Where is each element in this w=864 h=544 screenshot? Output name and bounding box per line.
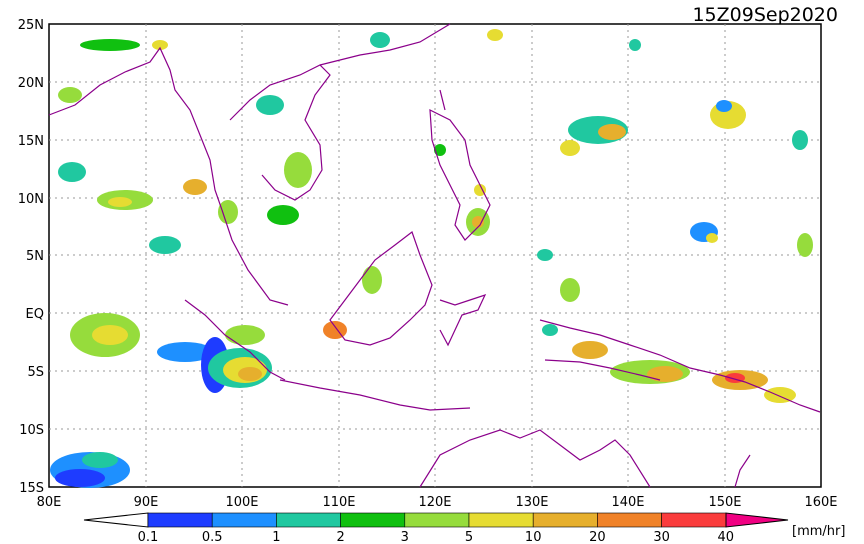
colorbar-tick-label: 0.1: [138, 530, 159, 544]
colorbar-cell-2: [276, 512, 341, 528]
map-title: 15Z09Sep2020: [692, 4, 838, 26]
y-label-5S: 5S: [27, 365, 44, 380]
y-label-20N: 20N: [18, 76, 44, 91]
y-label-25N: 25N: [18, 18, 44, 33]
colorbar-cell-3: [340, 512, 406, 528]
colorbar-cell-5: [468, 512, 534, 528]
coastlines: [48, 23, 821, 488]
colorbar-tick-label: 0.5: [202, 530, 223, 544]
y-axis-labels: 25N 20N 15N 10N 5N EQ 5S 10S 15S: [18, 18, 44, 496]
y-label-15S: 15S: [19, 481, 44, 496]
x-label-80E: 80E: [37, 495, 62, 510]
colorbar-cell-0: [147, 512, 213, 528]
y-label-EQ: EQ: [26, 307, 44, 322]
y-label-15N: 15N: [18, 134, 44, 149]
colorbar-cell-8: [661, 512, 727, 528]
colorbar-right-arrow: [725, 512, 789, 528]
colorbar-tick-label: 2: [336, 530, 344, 544]
precipitation-field: [50, 29, 813, 488]
y-label-5N: 5N: [26, 249, 44, 264]
colorbar-tick-label: 1: [272, 530, 280, 544]
colorbar-tick-label: 3: [401, 530, 409, 544]
colorbar-tick-label: 10: [525, 530, 542, 544]
x-label-140E: 140E: [611, 495, 644, 510]
x-axis-labels: 80E 90E 100E 110E 120E 130E 140E 150E 16…: [37, 495, 838, 510]
colorbar-tick-label: 40: [718, 530, 735, 544]
x-label-150E: 150E: [708, 495, 741, 510]
colorbar-unit: [mm/hr]: [792, 524, 845, 539]
x-label-100E: 100E: [225, 495, 258, 510]
y-label-10N: 10N: [18, 192, 44, 207]
colorbar: 0.1 0.5 1 2 3 5 10 20 30 40 [mm/hr]: [83, 512, 845, 544]
colorbar-tick-label: 5: [465, 530, 473, 544]
x-label-90E: 90E: [134, 495, 159, 510]
x-label-160E: 160E: [804, 495, 837, 510]
y-label-10S: 10S: [19, 423, 44, 438]
colorbar-left-arrow: [83, 512, 149, 528]
colorbar-tick-label: 30: [653, 530, 670, 544]
colorbar-cell-4: [404, 512, 470, 528]
x-label-110E: 110E: [322, 495, 355, 510]
colorbar-cell-1: [211, 512, 277, 528]
colorbar-cell-7: [597, 512, 662, 528]
colorbar-tick-label: 20: [589, 530, 606, 544]
x-label-120E: 120E: [418, 495, 451, 510]
x-label-130E: 130E: [515, 495, 548, 510]
colorbar-cell-6: [532, 512, 598, 528]
